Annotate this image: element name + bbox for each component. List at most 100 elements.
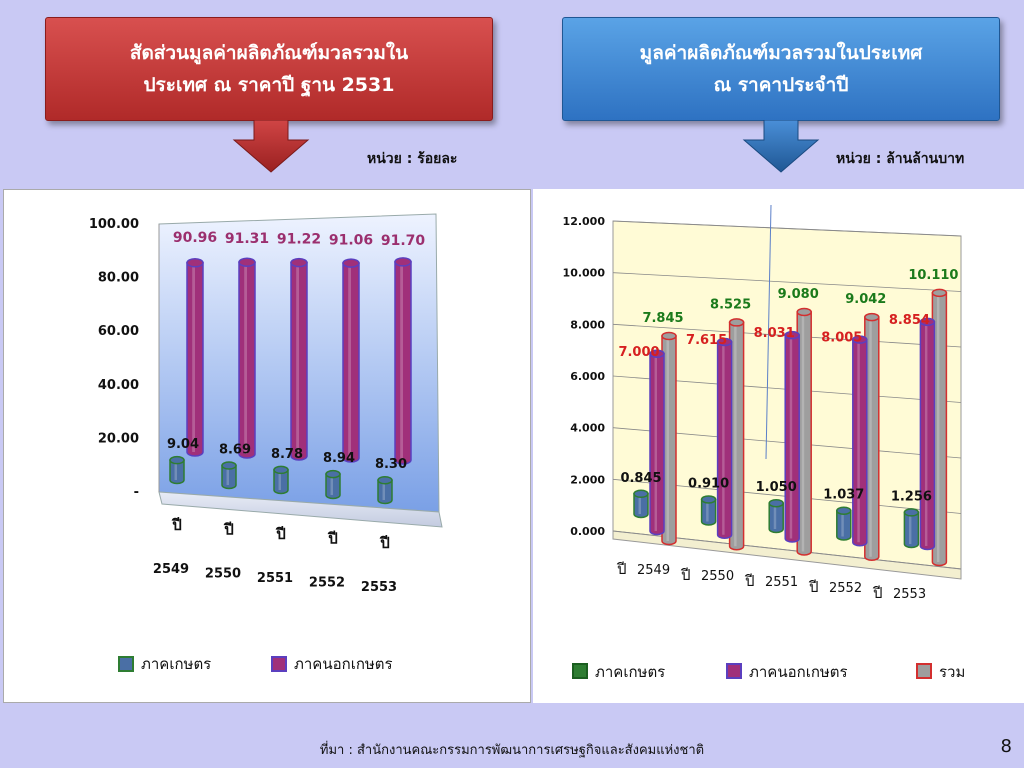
source-note: ที่มา : สำนักงานคณะกรรมการพัฒนาการเศรษฐก… [319, 743, 705, 758]
left-bar-agri [169, 455, 185, 485]
left-legend-label: ภาคนอกเกษตร [294, 655, 393, 673]
right-gridline [612, 220, 962, 237]
right-bar-nonagri [716, 337, 733, 539]
right-legend-swatch [916, 663, 932, 679]
left-y-tick-label: 60.00 [98, 324, 139, 339]
right-label-nonagri: 8.854 [889, 313, 930, 328]
right-legend-swatch [572, 663, 588, 679]
right-label-total: 8.525 [710, 297, 751, 312]
right-label-agri: 0.845 [620, 471, 661, 486]
left-bar-agri [221, 461, 237, 490]
left-x-tick-year: 2552 [309, 576, 345, 591]
right-bar-agri [836, 506, 852, 541]
left-legend-swatch [118, 656, 134, 672]
left-chart-floor [158, 491, 443, 528]
right-x-tick-label: ปี [680, 566, 690, 584]
left-legend-swatch [271, 656, 287, 672]
left-x-tick-label: ปี [327, 530, 337, 548]
left-bar-nonagri [238, 257, 256, 459]
left-y-tick-label: 100.00 [89, 217, 139, 232]
right-value-chart-panel: 0.000 2.000 4.000 6.000 8.000 10.000 12.000 7.8… [533, 189, 1024, 703]
right-vertical-rule [765, 204, 772, 460]
left-unit-label: หน่วย : ร้อยละ [367, 151, 458, 167]
right-label-total: 7.845 [642, 311, 683, 326]
right-label-nonagri: 8.005 [821, 331, 862, 346]
left-bar-nonagri [342, 258, 360, 463]
left-label-nonagri: 91.70 [381, 233, 426, 249]
right-x-tick-label: ปี [808, 578, 818, 596]
left-bar-agri [377, 475, 393, 505]
right-bar-total [864, 312, 880, 561]
right-bar-total [796, 307, 812, 556]
right-y-tick-label: 10.000 [563, 267, 606, 280]
right-bar-total [728, 318, 745, 551]
left-bar-nonagri [186, 258, 204, 457]
left-label-nonagri: 91.06 [329, 232, 373, 248]
left-y-tick-label: 80.00 [98, 271, 139, 286]
left-x-tick-label: ปี [379, 534, 389, 552]
left-label-agri: 9.04 [167, 437, 199, 452]
left-y-tick-label: - [134, 485, 139, 500]
right-y-tick-label: 4.000 [570, 422, 605, 435]
left-label-nonagri: 90.96 [173, 230, 217, 246]
right-y-tick-label: 6.000 [570, 370, 605, 383]
right-legend-swatch [726, 663, 742, 679]
left-legend-label: ภาคเกษตร [141, 655, 211, 673]
right-x-tick-year: 2553 [893, 587, 926, 602]
left-label-nonagri: 91.22 [277, 232, 321, 248]
left-x-tick-label: ปี [223, 521, 233, 539]
right-bar-agri [700, 495, 717, 526]
left-label-nonagri: 91.31 [225, 231, 269, 247]
page-number: 8 [1000, 736, 1012, 757]
right-legend-label: ภาคนอกเกษตร [749, 663, 848, 681]
right-gridline [612, 272, 962, 292]
right-bar-nonagri [649, 349, 665, 536]
left-label-agri: 8.78 [271, 447, 303, 462]
right-x-tick-label: ปี [744, 572, 754, 590]
left-y-tick-label: 40.00 [98, 378, 139, 393]
left-bar-agri [273, 465, 289, 495]
left-x-tick-year: 2549 [153, 562, 189, 577]
right-label-nonagri: 8.031 [754, 326, 795, 341]
right-label-nonagri: 7.615 [686, 333, 727, 348]
right-down-arrow-icon [742, 120, 820, 173]
left-bar-agri [325, 469, 341, 500]
left-x-tick-year: 2551 [257, 571, 293, 586]
left-label-agri: 8.69 [219, 443, 251, 458]
right-label-agri: 1.256 [891, 489, 932, 504]
right-y-tick-label: 2.000 [570, 473, 605, 486]
right-bar-total [931, 288, 948, 567]
right-bar-nonagri [852, 335, 868, 547]
left-percentage-chart: - 20.00 40.00 60.00 80.00 100.00 90.96 9.04 ปี 25… [89, 213, 443, 673]
right-x-tick-label: ปี [616, 560, 626, 578]
left-bar-nonagri [394, 257, 412, 465]
right-x-tick-year: 2550 [701, 569, 734, 584]
right-title-banner: มูลค่าผลิตภัณฑ์มวลรวมในประเทศณ ราคาประจำ… [562, 17, 1000, 121]
right-bar-nonagri [784, 330, 800, 543]
right-y-tick-label: 12.000 [563, 215, 606, 228]
left-title-line1: สัดส่วนมูลค่าผลิตภัณฑ์มวลรวมใน [129, 42, 409, 64]
right-y-tick-label: 0.000 [570, 525, 605, 538]
right-label-total: 9.080 [778, 287, 819, 302]
right-label-total: 10.110 [908, 268, 958, 283]
left-label-agri: 8.30 [375, 457, 407, 472]
right-label-total: 9.042 [845, 292, 886, 307]
left-chart-panel: - 20.00 40.00 60.00 80.00 100.00 90.96 9.04 ปี 25… [3, 189, 531, 703]
right-label-nonagri: 7.000 [618, 345, 659, 360]
left-label-agri: 8.94 [323, 451, 355, 466]
left-x-tick-label: ปี [275, 525, 285, 543]
right-bar-agri [903, 508, 920, 549]
right-x-tick-label: ปี [872, 584, 882, 602]
right-bar-total [661, 331, 677, 546]
left-x-tick-label: ปี [171, 516, 181, 534]
right-legend-label: ภาคเกษตร [595, 663, 665, 681]
right-x-tick-year: 2549 [637, 563, 670, 578]
right-y-tick-label: 8.000 [570, 318, 605, 331]
right-bar-agri [768, 498, 784, 534]
right-bar-agri [633, 489, 649, 519]
right-label-agri: 1.050 [756, 480, 797, 495]
left-x-tick-year: 2553 [361, 580, 397, 595]
left-x-tick-year: 2550 [205, 567, 241, 582]
right-legend-label: รวม [939, 663, 965, 681]
right-label-agri: 0.910 [688, 476, 729, 491]
